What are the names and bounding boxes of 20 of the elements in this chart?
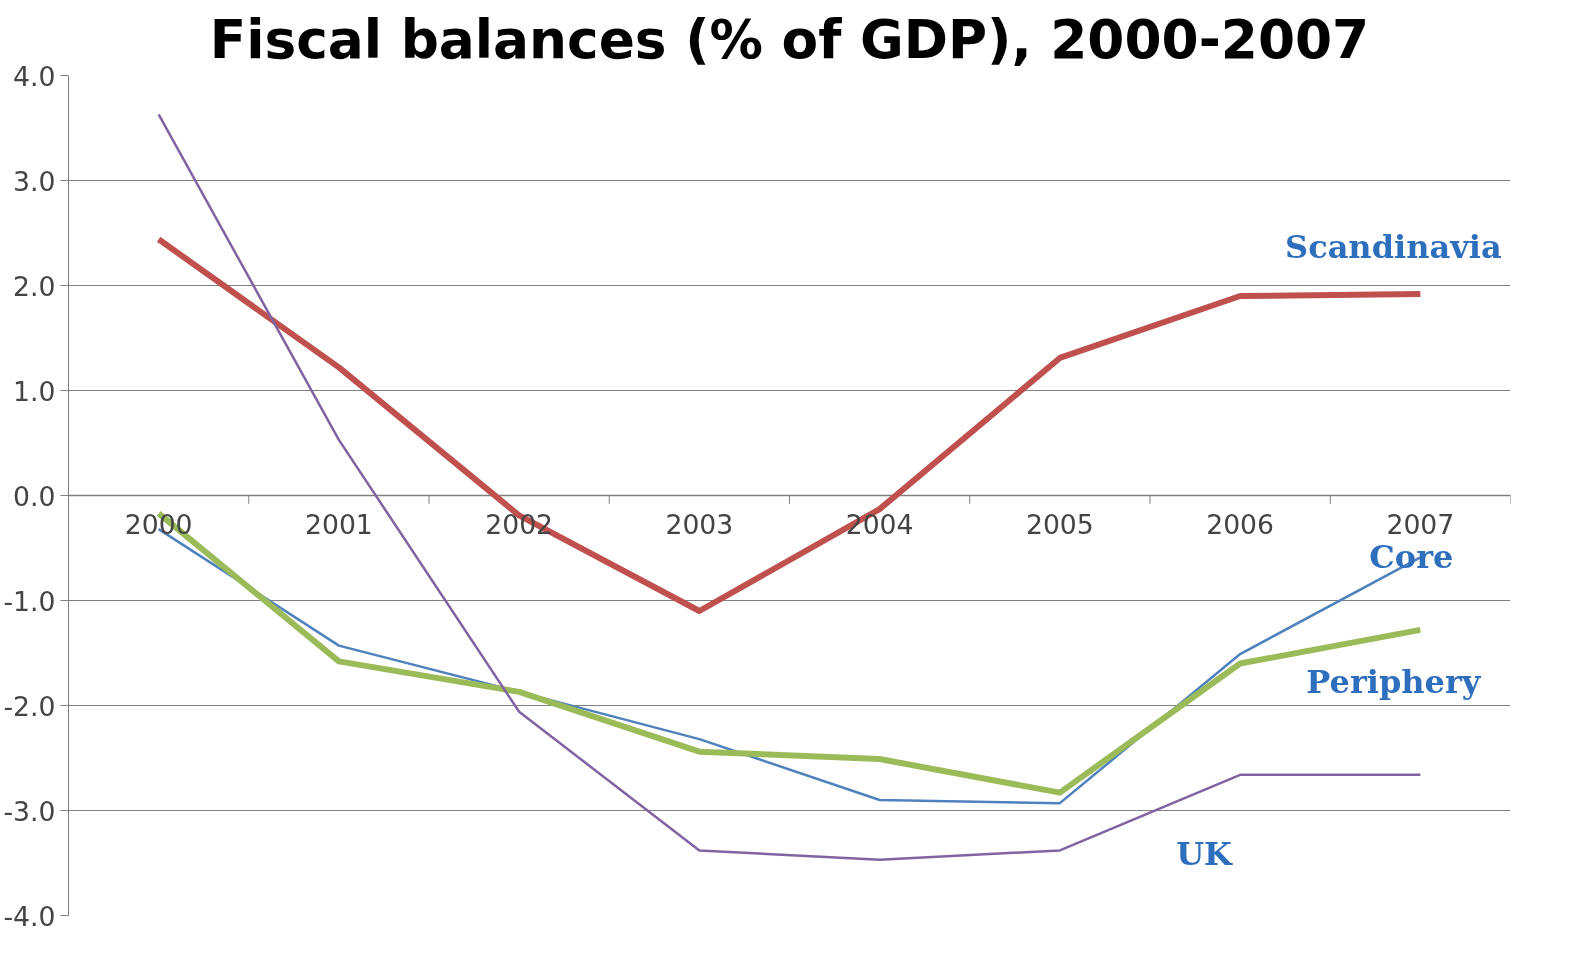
series-label: Scandinavia [1285,227,1502,266]
series-label: Core [1369,538,1454,577]
x-tick-label: 2003 [665,509,734,541]
series-label: UK [1176,834,1234,873]
y-tick-label: 4.0 [13,60,56,92]
x-tick-label: 2007 [1386,509,1455,541]
y-tick-label: -3.0 [3,795,56,827]
y-tick-label: -2.0 [3,690,56,722]
y-tick-label: 2.0 [13,270,56,302]
y-tick-label: -4.0 [3,900,56,932]
y-tick-label: 1.0 [13,375,56,407]
y-tick-label: -1.0 [3,585,56,617]
y-tick-label: 3.0 [13,165,56,197]
series-label: Periphery [1306,663,1482,702]
x-tick-label: 2001 [304,509,373,541]
chart-title: Fiscal balances (% of GDP), 2000-2007 [209,7,1370,71]
x-tick-label: 2005 [1025,509,1094,541]
y-tick-label: 0.0 [13,480,56,512]
x-tick-label: 2006 [1206,509,1275,541]
x-tick-label: 2004 [845,509,914,541]
